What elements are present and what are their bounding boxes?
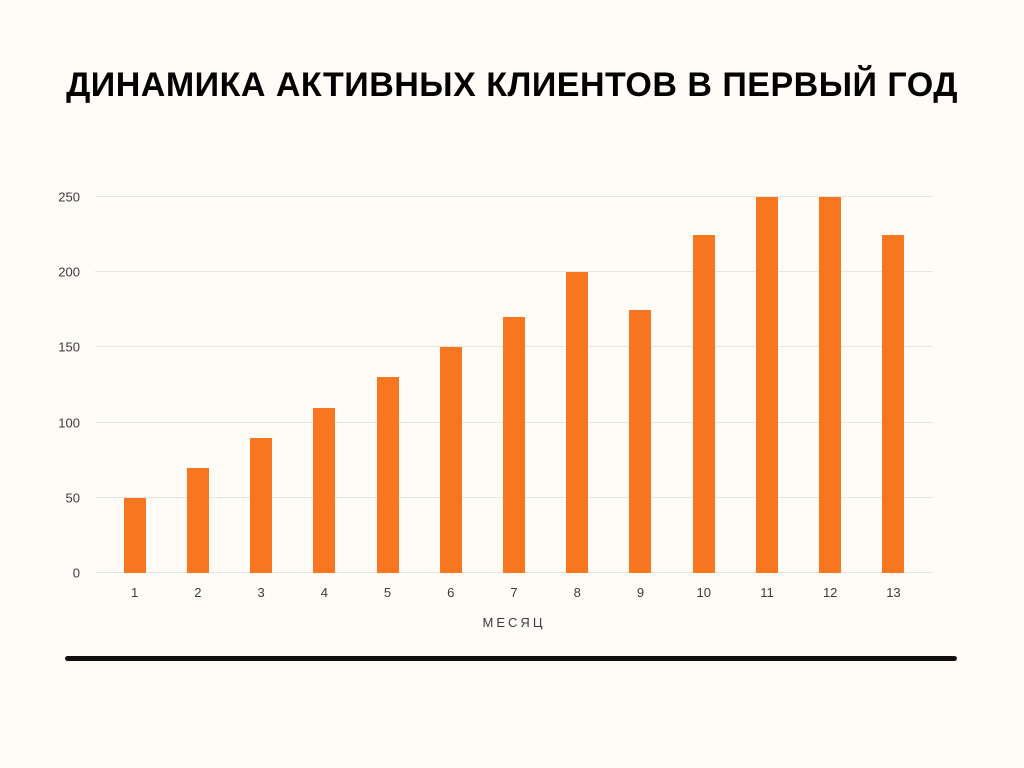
- x-axis-tick-label: 10: [696, 585, 711, 600]
- bar-slot: 11: [735, 197, 798, 600]
- bars: 1 2 3 4 5 6 7 8 9 10 11 12 13: [95, 197, 933, 600]
- bar: [819, 197, 842, 573]
- y-axis-labels: 0 50 100 150 200 250: [40, 190, 88, 581]
- bar-slot: 2: [166, 197, 229, 600]
- bar-slot: 9: [609, 197, 672, 600]
- bar-slot: 12: [799, 197, 862, 600]
- x-axis-title: МЕСЯЦ: [482, 615, 546, 630]
- bar: [186, 467, 209, 573]
- bar-slot: 6: [419, 197, 482, 600]
- x-axis-tick-label: 5: [383, 585, 392, 600]
- plot-area: 1 2 3 4 5 6 7 8 9 10 11 12 13: [95, 196, 933, 600]
- bar: [629, 309, 652, 573]
- x-axis-tick-label: 3: [257, 585, 265, 600]
- x-axis-tick-label: 1: [130, 585, 139, 600]
- bar-slot: 8: [546, 197, 609, 600]
- bar-slot: 1: [103, 197, 166, 600]
- chart-title: ДИНАМИКА АКТИВНЫХ КЛИЕНТОВ В ПЕРВЫЙ ГОД: [66, 66, 958, 104]
- x-axis-tick-label: 2: [194, 585, 202, 600]
- bar: [566, 272, 589, 573]
- gridline: [95, 271, 933, 273]
- bar-slot: 5: [356, 197, 419, 600]
- x-axis-tick-label: 9: [636, 585, 645, 600]
- bar: [439, 347, 462, 573]
- bar-slot: 3: [229, 197, 292, 600]
- y-axis-tick-label: 150: [58, 339, 80, 355]
- y-axis-tick-label: 50: [65, 490, 80, 506]
- x-axis-tick-label: 12: [822, 585, 838, 600]
- x-axis-tick-label: 13: [886, 585, 901, 600]
- y-axis-tick-label: 100: [58, 415, 80, 431]
- bar: [376, 377, 399, 573]
- bar: [755, 197, 778, 573]
- y-axis-tick-label: 250: [58, 189, 80, 205]
- y-axis-tick-label: 0: [72, 565, 80, 581]
- bar-slot: 13: [862, 197, 925, 600]
- x-axis-tick-label: 7: [510, 585, 518, 600]
- bar: [250, 437, 273, 573]
- bar: [123, 497, 146, 573]
- x-axis-tick-label: 4: [320, 585, 328, 600]
- x-axis-tick-label: 11: [760, 585, 774, 600]
- bar-slot: 4: [293, 197, 356, 600]
- bar-slot: 10: [672, 197, 735, 600]
- x-axis-tick-label: 8: [573, 585, 581, 600]
- bottom-divider: [65, 656, 957, 661]
- bar: [882, 234, 905, 573]
- gridline: [95, 196, 933, 197]
- bar: [503, 317, 526, 573]
- bar-slot: 7: [482, 197, 545, 600]
- bar: [692, 234, 715, 573]
- bar: [313, 407, 336, 573]
- x-axis-tick-label: 6: [447, 585, 455, 600]
- y-axis-tick-label: 200: [58, 264, 80, 280]
